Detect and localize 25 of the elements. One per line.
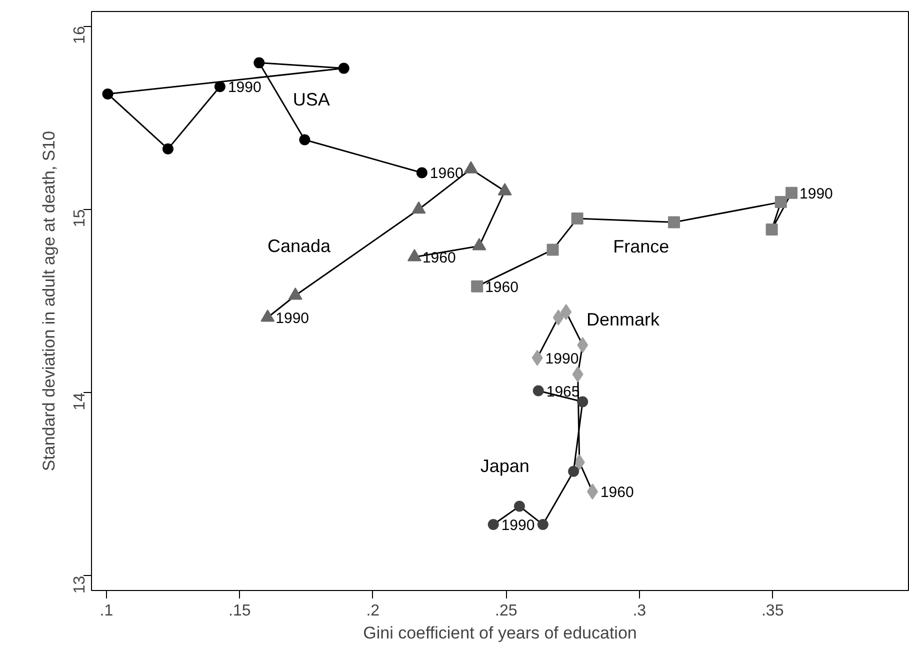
annotation: 1960 bbox=[485, 278, 518, 296]
series-label: France bbox=[613, 236, 670, 256]
series-label: Japan bbox=[480, 456, 530, 476]
y-tick-label: 14 bbox=[72, 392, 88, 410]
x-tick-label: .25 bbox=[495, 602, 518, 620]
x-tick-label: .15 bbox=[228, 602, 251, 620]
x-tick-label: .3 bbox=[632, 602, 646, 620]
annotation: 1990 bbox=[800, 185, 833, 202]
annotation: 1990 bbox=[276, 310, 310, 327]
y-axis-title: Standard deviation in adult age at death, S10 bbox=[40, 130, 58, 472]
series-label: USA bbox=[292, 90, 330, 110]
y-tick-label: 16 bbox=[72, 26, 88, 44]
annotation: 1990 bbox=[501, 517, 535, 534]
y-tick-label: 13 bbox=[72, 576, 88, 594]
y-tick-label: 15 bbox=[72, 209, 88, 228]
x-tick-label: .1 bbox=[100, 602, 114, 620]
annotation: 1960 bbox=[600, 484, 634, 502]
annotation: 1990 bbox=[228, 79, 262, 96]
series-label: Canada bbox=[267, 236, 332, 256]
x-tick-label: .35 bbox=[761, 602, 784, 620]
series-label: Denmark bbox=[586, 310, 660, 330]
annotation: 1990 bbox=[545, 350, 579, 368]
x-axis-title: Gini coefficient of years of education bbox=[363, 624, 637, 642]
annotation: 1960 bbox=[430, 165, 464, 182]
x-tick-label: .2 bbox=[366, 602, 380, 620]
